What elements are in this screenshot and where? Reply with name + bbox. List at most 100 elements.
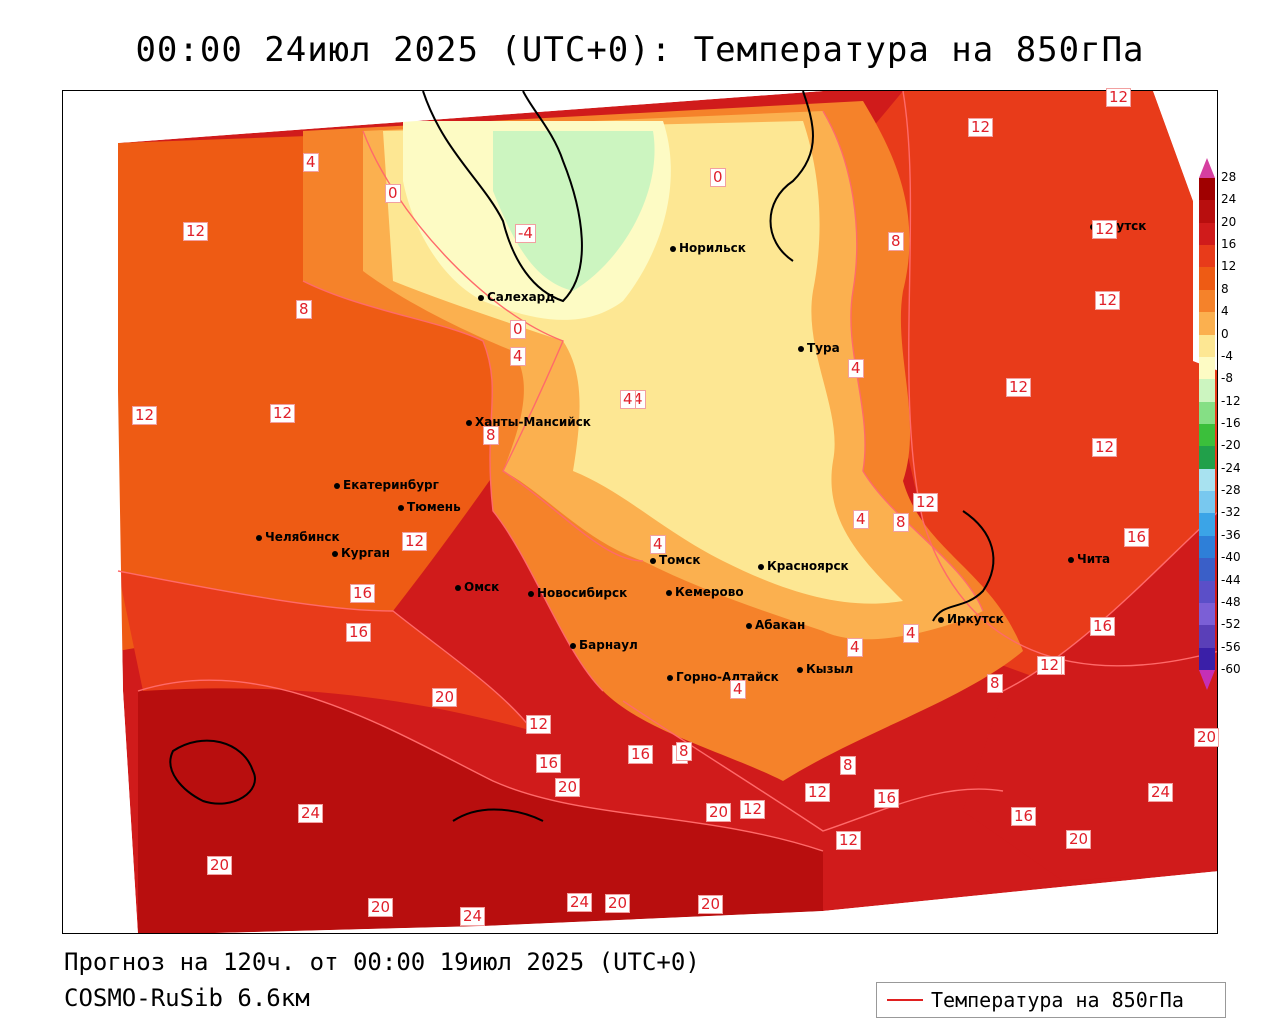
outside-domain-left bbox=[63, 91, 138, 933]
colorbar-tick-label: 28 bbox=[1221, 170, 1237, 184]
contour-value-label: 24 bbox=[1148, 783, 1174, 802]
colorbar-tick-label: 20 bbox=[1221, 214, 1237, 229]
outside-domain-top bbox=[63, 91, 823, 143]
colorbar-segment bbox=[1199, 401, 1215, 425]
contour-value-label: 0 bbox=[385, 184, 401, 203]
legend-line-icon bbox=[887, 999, 923, 1001]
city-dot-icon bbox=[466, 419, 472, 426]
city-dot-icon bbox=[667, 674, 673, 681]
contour-value-label: 0 bbox=[710, 168, 726, 187]
contour-value-label: 4 bbox=[650, 535, 666, 554]
city-norilsk: Норильск bbox=[670, 241, 746, 255]
colorbar-tick-label: 24 bbox=[1221, 192, 1237, 207]
city-dot-icon bbox=[797, 666, 803, 673]
colorbar-segment bbox=[1199, 379, 1215, 403]
city-dot-icon bbox=[528, 590, 534, 597]
legend-box: Температура на 850гПа bbox=[876, 982, 1226, 1018]
contour-value-label: 12 bbox=[1037, 656, 1063, 675]
contour-value-label: 4 bbox=[620, 390, 636, 409]
coastlines bbox=[169, 91, 995, 822]
colorbar-segment bbox=[1199, 647, 1215, 671]
colorbar-tick-label: -4 bbox=[1221, 348, 1233, 363]
city-dot-icon bbox=[1068, 556, 1074, 563]
colorbar-segment bbox=[1199, 446, 1215, 470]
colorbar-segment bbox=[1199, 602, 1215, 626]
city-chita: Чита bbox=[1068, 552, 1110, 566]
contour-value-label: 16 bbox=[628, 745, 654, 764]
city-krasnoyarsk: Красноярск bbox=[758, 559, 849, 573]
contour-value-label: 12 bbox=[183, 222, 209, 241]
city-dot-icon bbox=[938, 616, 944, 623]
contour-value-label: -4 bbox=[515, 224, 536, 243]
colorbar-tick-label: -12 bbox=[1221, 393, 1241, 408]
colorbar-segment bbox=[1199, 468, 1215, 492]
contour-value-label: 4 bbox=[903, 624, 919, 643]
colorbar-segment bbox=[1199, 200, 1215, 224]
city-dot-icon bbox=[455, 584, 461, 591]
colorbar-tick-label: -48 bbox=[1221, 594, 1241, 609]
map-canvas bbox=[63, 91, 1217, 933]
city-dot-icon bbox=[332, 550, 338, 557]
colorbar-segment bbox=[1199, 178, 1215, 201]
city-dot-icon bbox=[666, 589, 672, 596]
colorbar-tick-label: -44 bbox=[1221, 572, 1241, 587]
city-dot-icon bbox=[256, 534, 262, 541]
city-novosibirsk: Новосибирск bbox=[528, 586, 627, 600]
city-ekaterinburg: Екатеринбург bbox=[334, 478, 439, 492]
contour-value-label: 8 bbox=[840, 756, 856, 775]
contour-value-label: 20 bbox=[432, 688, 458, 707]
model-name: COSMO-RuSib 6.6км bbox=[64, 984, 310, 1012]
colorbar-segment bbox=[1199, 513, 1215, 537]
contour-value-label: 16 bbox=[1124, 528, 1150, 547]
contour-value-label: 12 bbox=[1006, 378, 1032, 397]
contour-value-label: 8 bbox=[987, 674, 1003, 693]
colorbar-segment bbox=[1199, 222, 1215, 246]
outside-domain-bottom bbox=[214, 871, 1217, 933]
contour-value-label: 20 bbox=[368, 898, 394, 917]
contour-value-label: 4 bbox=[853, 510, 869, 529]
contour-value-label: 4 bbox=[303, 153, 319, 172]
colorbar-tick-label: -20 bbox=[1221, 438, 1241, 453]
city-barnaul: Барнаул bbox=[570, 638, 638, 652]
contour-value-label: 8 bbox=[888, 232, 904, 251]
contour-value-label: 20 bbox=[698, 895, 724, 914]
contour-value-label: 4 bbox=[510, 347, 526, 366]
colorbar-min-arrow-icon bbox=[1199, 670, 1215, 690]
contour-lines bbox=[117, 91, 1217, 852]
contour-value-label: 4 bbox=[847, 638, 863, 657]
colorbar-tick-label: 4 bbox=[1221, 304, 1229, 319]
contour-value-label: 12 bbox=[1106, 88, 1132, 107]
city-dot-icon bbox=[758, 563, 764, 570]
contour-value-label: 12 bbox=[526, 715, 552, 734]
city-gorno-altaysk: Горно-Алтайск bbox=[667, 670, 779, 684]
colorbar-tick-label: -24 bbox=[1221, 460, 1241, 475]
colorbar-tick-label: 16 bbox=[1221, 237, 1237, 252]
city-dot-icon bbox=[746, 622, 752, 629]
map-title: 00:00 24июл 2025 (UTC+0): Температура на… bbox=[135, 30, 1145, 70]
colorbar-tick-label: -60 bbox=[1221, 662, 1241, 676]
colorbar-tick-label: -52 bbox=[1221, 617, 1241, 632]
contour-value-label: 16 bbox=[1090, 617, 1116, 636]
contour-value-label: 20 bbox=[207, 856, 233, 875]
colorbar-segment bbox=[1199, 535, 1215, 559]
city-dot-icon bbox=[650, 557, 656, 564]
contour-value-label: 12 bbox=[1092, 438, 1118, 457]
city-omsk: Омск bbox=[455, 580, 499, 594]
city-chelyabinsk: Челябинск bbox=[256, 530, 340, 544]
colorbar-segment bbox=[1199, 424, 1215, 447]
colorbar-segment bbox=[1199, 289, 1215, 313]
contour-value-label: 12 bbox=[836, 831, 862, 850]
colorbar-max-arrow-icon bbox=[1199, 158, 1215, 178]
city-dot-icon bbox=[670, 245, 676, 252]
contour-value-label: 16 bbox=[536, 754, 562, 773]
contour-value-label: 12 bbox=[1095, 291, 1121, 310]
contour-value-label: 20 bbox=[706, 803, 732, 822]
contour-value-label: 16 bbox=[1011, 807, 1037, 826]
contour-value-label: 20 bbox=[1194, 728, 1220, 747]
colorbar bbox=[1199, 178, 1215, 671]
contour-value-label: 24 bbox=[460, 907, 486, 926]
contour-value-label: 12 bbox=[270, 404, 296, 423]
contour-value-label: 16 bbox=[346, 623, 372, 642]
colorbar-tick-label: 12 bbox=[1221, 259, 1237, 274]
zone-16 bbox=[118, 571, 533, 731]
